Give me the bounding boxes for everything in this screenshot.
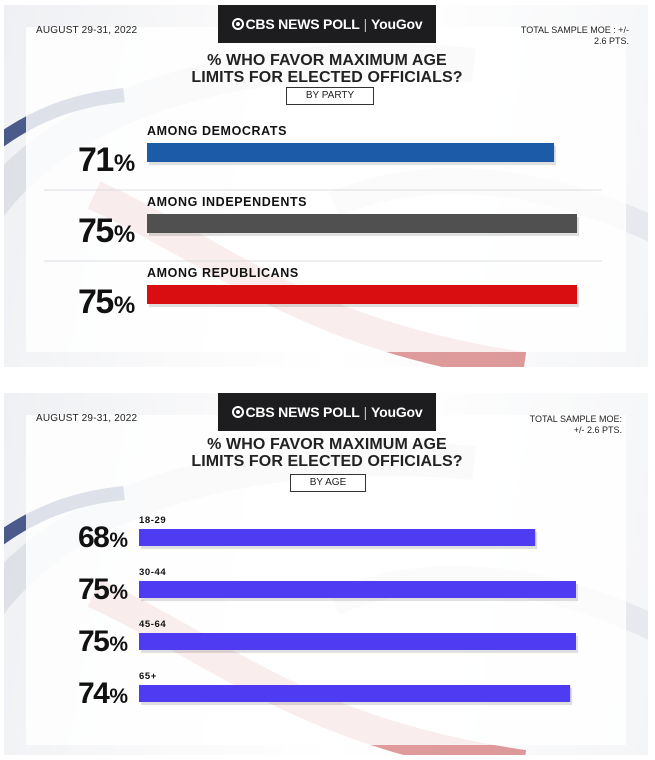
bar-65 [139, 685, 571, 702]
value-label-65: 74% [78, 677, 128, 710]
bar-45-64 [139, 633, 576, 650]
logo-separator: | [363, 404, 368, 420]
logo-partner-text: YouGov [371, 16, 423, 32]
title-line-1: % WHO FAVOR MAXIMUM AGE [207, 436, 447, 453]
bar-among-democrats [147, 143, 555, 162]
bar-30-44 [139, 581, 576, 598]
title-line-1: % WHO FAVOR MAXIMUM AGE [207, 52, 447, 69]
chart-subtitle: BY PARTY [286, 87, 374, 105]
bar-among-republicans [147, 285, 577, 304]
sample-moe: TOTAL SAMPLE MOE : +/- 2.6 PTS. [509, 25, 629, 47]
cbs-yougov-logo: CBS NEWS POLL | YouGov [218, 5, 436, 43]
sample-moe: TOTAL SAMPLE MOE: +/- 2.6 PTS. [504, 414, 622, 436]
poll-date: AUGUST 29-31, 2022 [36, 413, 138, 424]
bar-chart-by-party: AMONG DEMOCRATS 71% AMONG INDEPENDENTS 75% A… [44, 124, 602, 321]
category-label-30-44: 30-44 [139, 567, 166, 578]
value-label-among-democrats: 71% [78, 141, 135, 179]
category-label-among-democrats: AMONG DEMOCRATS [147, 124, 287, 138]
value-label-18-29: 68% [78, 521, 128, 554]
moe-line-2: 2.6 PTS. [593, 36, 629, 46]
moe-line-2: +/- 2.6 PTS. [573, 425, 622, 435]
category-label-among-republicans: AMONG REPUBLICANS [147, 266, 299, 280]
logo-cbs-text: CBS NEWS POLL [245, 404, 360, 420]
chart-title: % WHO FAVOR MAXIMUM AGE LIMITS FOR ELECT… [154, 436, 500, 470]
value-label-30-44: 75% [78, 573, 128, 606]
cbs-eye-icon [231, 406, 244, 418]
bar-among-independents [147, 214, 577, 233]
category-label-65: 65+ [139, 671, 157, 682]
bar-chart-by-age: 18-29 68% 30-44 75% 45-64 75% 65+ 74% [78, 515, 578, 710]
title-line-2: LIMITS FOR ELECTED OFFICIALS? [191, 453, 463, 470]
chart-title: % WHO FAVOR MAXIMUM AGE LIMITS FOR ELECT… [154, 52, 500, 86]
moe-line-1: TOTAL SAMPLE MOE : +/- [520, 25, 629, 35]
cbs-eye-icon [231, 18, 244, 30]
value-label-among-republicans: 75% [78, 283, 135, 321]
poll-panel-by-age: CBS NEWS POLL | YouGov AUGUST 29-31, 202… [4, 393, 648, 755]
poll-panel-by-party: CBS NEWS POLL | YouGov AUGUST 29-31, 202… [4, 5, 648, 367]
logo-partner-text: YouGov [371, 404, 423, 420]
category-label-45-64: 45-64 [139, 619, 166, 630]
logo-cbs-text: CBS NEWS POLL [245, 16, 360, 32]
title-line-2: LIMITS FOR ELECTED OFFICIALS? [191, 69, 463, 86]
bar-18-29 [139, 529, 536, 546]
category-label-18-29: 18-29 [139, 515, 166, 526]
moe-line-1: TOTAL SAMPLE MOE: [529, 414, 622, 424]
poll-date: AUGUST 29-31, 2022 [36, 25, 138, 36]
value-label-45-64: 75% [78, 625, 128, 658]
value-label-among-independents: 75% [78, 212, 135, 250]
chart-subtitle: BY AGE [290, 474, 366, 492]
cbs-yougov-logo: CBS NEWS POLL | YouGov [218, 393, 436, 431]
logo-separator: | [363, 16, 368, 32]
category-label-among-independents: AMONG INDEPENDENTS [147, 195, 307, 209]
